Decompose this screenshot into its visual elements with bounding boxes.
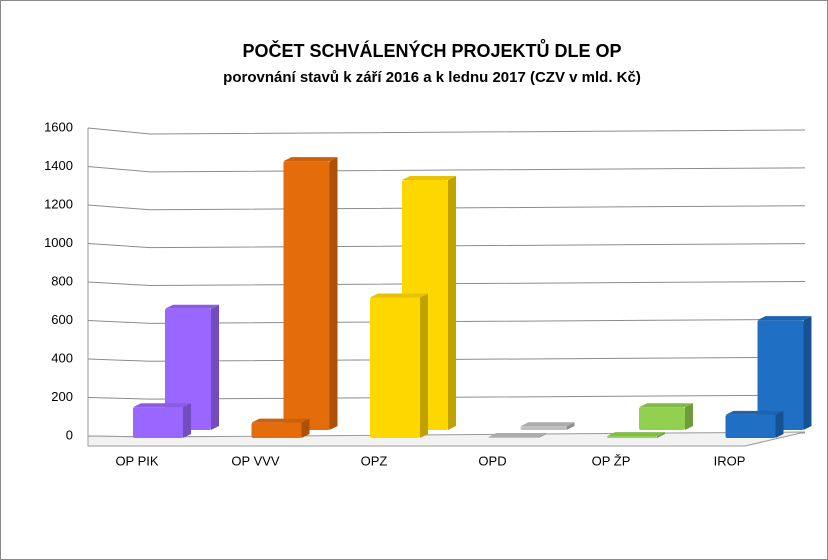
y-tick-label: 200 [51, 389, 73, 404]
bar-top [370, 293, 428, 298]
y-tick-label: 1000 [44, 235, 73, 250]
bar-side [301, 418, 310, 438]
chart-subtitle: porovnání stavů k září 2016 a k lednu 20… [223, 69, 641, 86]
bar-top [607, 432, 665, 437]
bar-side [657, 432, 665, 438]
bar-face [370, 297, 420, 438]
bar-face [251, 422, 302, 438]
bar-side [538, 433, 547, 438]
bar [165, 304, 219, 430]
bar-top [402, 176, 456, 181]
grid-line [87, 394, 806, 400]
bar-top [639, 403, 693, 408]
grid-line [87, 356, 806, 362]
bar-face [520, 426, 567, 430]
bar-face [133, 407, 183, 438]
bar-face [165, 308, 211, 430]
x-tick-label: OPD [478, 453, 506, 468]
bar-side [420, 293, 428, 438]
x-tick-label: OPZ [361, 453, 388, 468]
x-tick-label: OP ŽP [592, 453, 631, 468]
bar [520, 422, 575, 430]
chart-title: POČET SCHVÁLENÝCH PROJEKTŮ DLE OP [242, 39, 621, 61]
grid-line [87, 204, 806, 211]
bar-top [251, 418, 310, 423]
y-tick-label: 600 [51, 312, 73, 327]
bar-top [283, 157, 338, 162]
bar-side [211, 304, 219, 430]
bar [370, 293, 428, 438]
bar-top [133, 403, 191, 408]
bar-side [566, 422, 575, 430]
bar-top [165, 304, 219, 309]
x-tick-label: OP PIK [115, 453, 158, 468]
bar-side [448, 176, 456, 430]
bar-top [520, 422, 575, 427]
bar-side [685, 403, 693, 430]
bar-top [757, 316, 812, 321]
x-tick-label: OP VVV [231, 453, 280, 468]
grid-line [87, 166, 806, 173]
bar [251, 418, 310, 438]
bar-side [775, 410, 784, 438]
bar [757, 316, 812, 430]
y-tick-label: 0 [66, 427, 73, 442]
y-tick-label: 800 [51, 273, 73, 288]
y-tick-label: 1400 [44, 158, 73, 173]
x-tick-label: IROP [714, 453, 746, 468]
bar [607, 432, 665, 438]
bar-face [488, 437, 539, 438]
bar-top [488, 433, 547, 438]
bar [283, 157, 338, 430]
bar [639, 403, 693, 430]
grid-line [87, 243, 806, 249]
y-tick-label: 1600 [44, 119, 73, 134]
bar [133, 403, 191, 438]
y-tick-label: 1200 [44, 196, 73, 211]
grid-line [87, 127, 806, 135]
bar-face [757, 320, 804, 430]
bar-face [607, 436, 657, 438]
grid-line [87, 281, 806, 287]
bar-face [283, 161, 330, 430]
grid-line [87, 318, 806, 324]
bar-face [639, 407, 685, 430]
bar [725, 410, 784, 438]
bar-face [725, 414, 776, 438]
bar-side [329, 157, 338, 430]
bar-side [183, 403, 191, 438]
bar-top [725, 410, 784, 415]
y-tick-label: 400 [51, 350, 73, 365]
bar-side [803, 316, 812, 430]
bar [488, 433, 547, 438]
